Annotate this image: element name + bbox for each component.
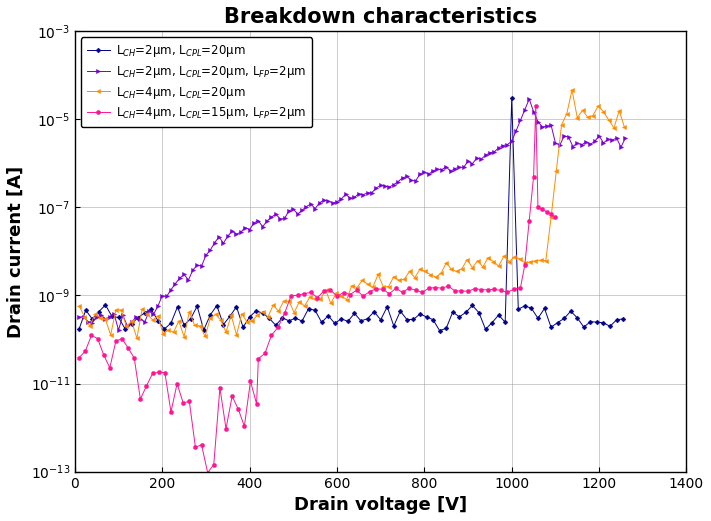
L$_{CH}$=2μm, L$_{CPL}$=20μm, L$_{FP}$=2μm [416,171,424,177]
Line: L$_{CH}$=2μm, L$_{CPL}$=20μm, L$_{FP}$=2μm: L$_{CH}$=2μm, L$_{CPL}$=20μm, L$_{FP}$=2… [77,97,627,332]
L$_{CH}$=4μm, L$_{CPL}$=15μm, L$_{FP}$=2μm [378,286,387,292]
L$_{CH}$=4μm, L$_{CPL}$=20μm [316,296,325,302]
L$_{CH}$=4μm, L$_{CPL}$=20μm [133,335,141,341]
Y-axis label: Drain current [A]: Drain current [A] [7,165,25,338]
L$_{CH}$=2μm, L$_{CPL}$=20μm, L$_{FP}$=2μm [442,164,451,170]
L$_{CH}$=4μm, L$_{CPL}$=20μm [568,87,577,93]
L$_{CH}$=2μm, L$_{CPL}$=20μm, L$_{FP}$=2μm [525,96,533,102]
L$_{CH}$=2μm, L$_{CPL}$=20μm [82,307,90,313]
L$_{CH}$=2μm, L$_{CPL}$=20μm, L$_{FP}$=2μm [114,327,123,333]
Line: L$_{CH}$=2μm, L$_{CPL}$=20μm: L$_{CH}$=2μm, L$_{CPL}$=20μm [77,96,625,332]
L$_{CH}$=2μm, L$_{CPL}$=20μm [508,95,516,102]
L$_{CH}$=4μm, L$_{CPL}$=15μm, L$_{FP}$=2μm [520,262,529,268]
L$_{CH}$=2μm, L$_{CPL}$=20μm, L$_{FP}$=2μm [219,240,228,246]
L$_{CH}$=2μm, L$_{CPL}$=20μm [343,318,352,325]
L$_{CH}$=2μm, L$_{CPL}$=20μm, L$_{FP}$=2μm [337,196,346,202]
Line: L$_{CH}$=4μm, L$_{CPL}$=20μm: L$_{CH}$=4μm, L$_{CPL}$=20μm [77,88,626,340]
L$_{CH}$=4μm, L$_{CPL}$=15μm, L$_{FP}$=2μm [294,292,302,299]
X-axis label: Drain voltage [V]: Drain voltage [V] [294,496,467,514]
L$_{CH}$=4μm, L$_{CPL}$=20μm [474,257,482,264]
L$_{CH}$=2μm, L$_{CPL}$=20μm [494,312,503,318]
L$_{CH}$=2μm, L$_{CPL}$=20μm [108,313,117,319]
L$_{CH}$=4μm, L$_{CPL}$=15μm, L$_{FP}$=2μm [551,214,560,220]
L$_{CH}$=4μm, L$_{CPL}$=15μm, L$_{FP}$=2μm [372,286,380,292]
L$_{CH}$=2μm, L$_{CPL}$=20μm, L$_{FP}$=2μm [621,135,630,141]
L$_{CH}$=4μm, L$_{CPL}$=20μm [290,309,299,316]
L$_{CH}$=4μm, L$_{CPL}$=20μm [80,314,89,320]
L$_{CH}$=4μm, L$_{CPL}$=15μm, L$_{FP}$=2μm [398,289,407,295]
L$_{CH}$=2μm, L$_{CPL}$=20μm [619,316,627,322]
L$_{CH}$=4μm, L$_{CPL}$=20μm [154,313,162,319]
L$_{CH}$=2μm, L$_{CPL}$=20μm [75,326,83,332]
Line: L$_{CH}$=4μm, L$_{CPL}$=15μm, L$_{FP}$=2μm: L$_{CH}$=4μm, L$_{CPL}$=15μm, L$_{FP}$=2… [77,104,557,475]
L$_{CH}$=4μm, L$_{CPL}$=20μm [620,124,629,130]
L$_{CH}$=4μm, L$_{CPL}$=20μm [75,303,83,309]
L$_{CH}$=4μm, L$_{CPL}$=20μm [479,264,487,270]
L$_{CH}$=4μm, L$_{CPL}$=15μm, L$_{FP}$=2μm [203,469,212,476]
L$_{CH}$=2μm, L$_{CPL}$=20μm, L$_{FP}$=2μm [75,314,83,320]
L$_{CH}$=4μm, L$_{CPL}$=15μm, L$_{FP}$=2μm [532,103,540,109]
L$_{CH}$=4μm, L$_{CPL}$=15μm, L$_{FP}$=2μm [75,354,83,361]
L$_{CH}$=2μm, L$_{CPL}$=20μm, L$_{FP}$=2μm [402,173,411,179]
L$_{CH}$=4μm, L$_{CPL}$=15μm, L$_{FP}$=2μm [418,289,427,295]
Legend: L$_{CH}$=2μm, L$_{CPL}$=20μm, L$_{CH}$=2μm, L$_{CPL}$=20μm, L$_{FP}$=2μm, L$_{CH: L$_{CH}$=2μm, L$_{CPL}$=20μm, L$_{CH}$=2… [81,37,312,127]
L$_{CH}$=2μm, L$_{CPL}$=20μm, L$_{FP}$=2μm [110,311,119,317]
L$_{CH}$=2μm, L$_{CPL}$=20μm [527,305,535,312]
L$_{CH}$=2μm, L$_{CPL}$=20μm [435,328,444,334]
Title: Breakdown characteristics: Breakdown characteristics [224,7,538,27]
L$_{CH}$=2μm, L$_{CPL}$=20μm [317,319,326,326]
